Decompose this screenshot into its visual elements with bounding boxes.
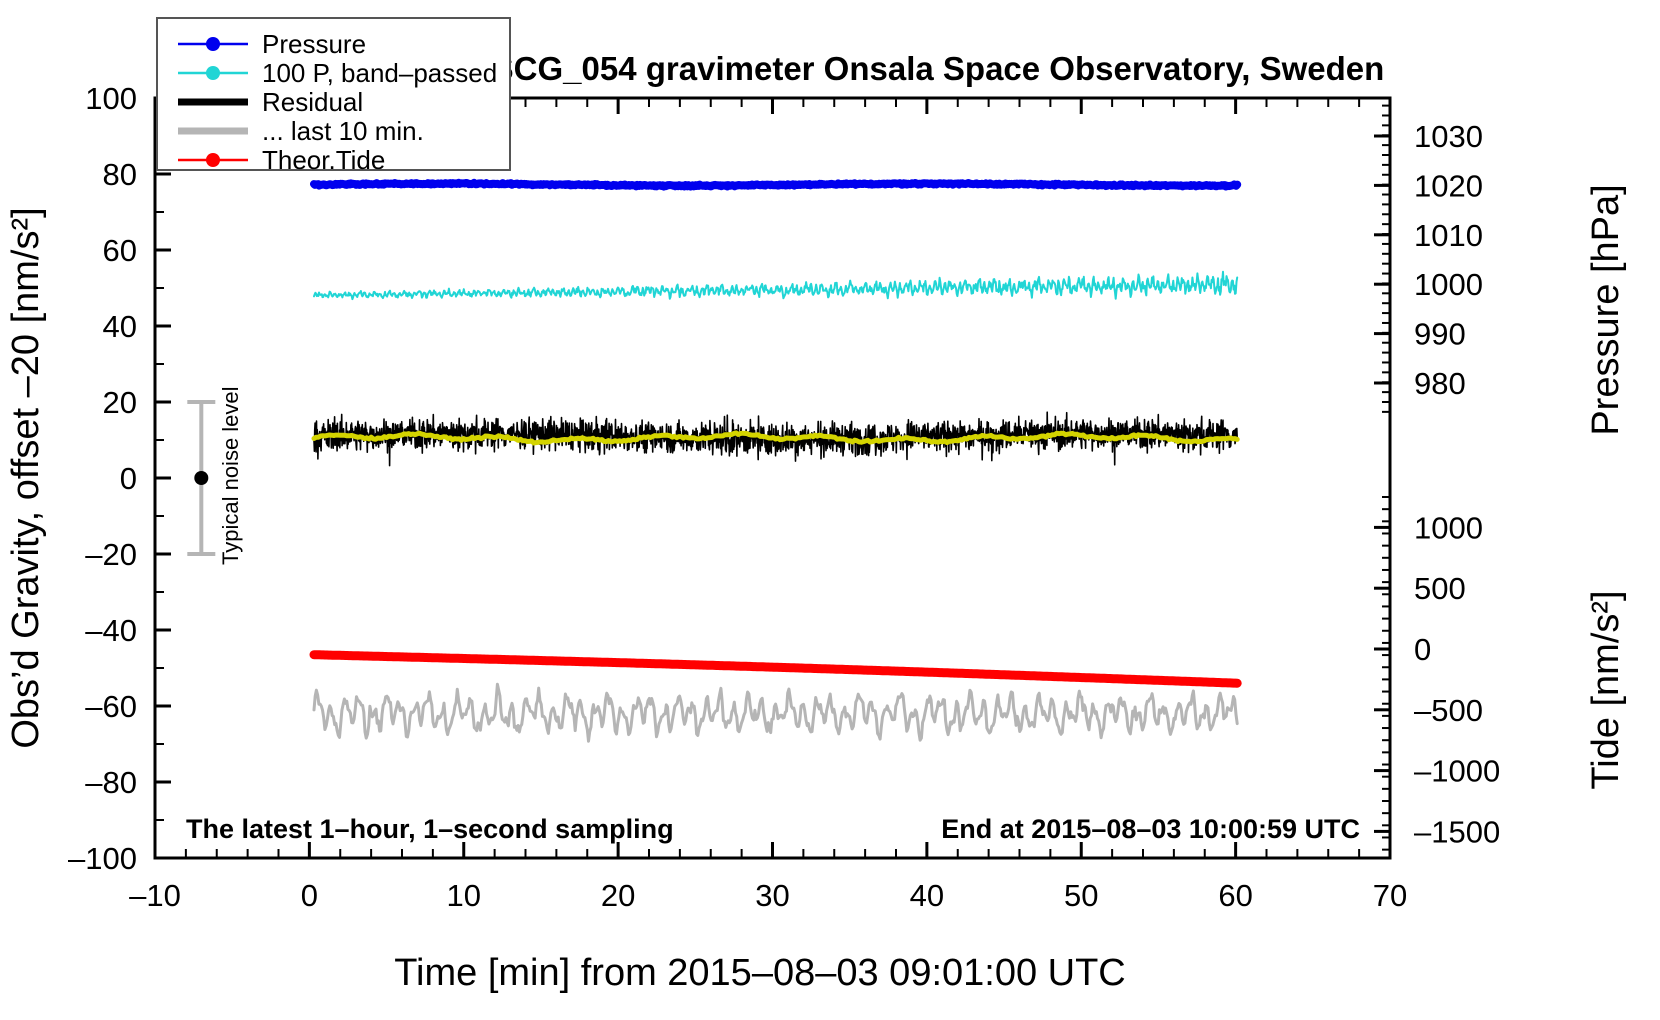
pressure-tick-label: 1020 [1414, 168, 1483, 203]
legend-marker-dot [206, 153, 220, 167]
typical-noise-level-indicator [187, 400, 216, 556]
x-axis-title: Time [min] from 2015–08–03 09:01:00 UTC [394, 952, 1126, 994]
x-axis-ticks: –10 0 10 20 30 40 50 60 70 [129, 98, 1407, 913]
y-tick-label: 100 [85, 81, 137, 116]
y-axis-title: Obs’d Gravity, offset –20 [nm/s²] [5, 207, 47, 748]
y-tick-label: 80 [103, 157, 137, 192]
y-tick-label: –100 [68, 841, 137, 876]
legend-item-label: Residual [262, 87, 363, 117]
legend-item-3[interactable]: ... last 10 min. [178, 116, 424, 146]
x-tick-label: 60 [1218, 878, 1252, 913]
y-tick-label: –60 [85, 689, 137, 724]
trace-bandpassed [313, 270, 1239, 301]
legend-item-4[interactable]: Theor.Tide [178, 145, 385, 175]
trace-theoretical-tide [309, 650, 1242, 688]
sampling-note: The latest 1–hour, 1–second sampling [186, 814, 674, 844]
pressure-tick-label: 1010 [1414, 218, 1483, 253]
tide-tick-label: 500 [1414, 571, 1466, 606]
pressure-tick-label: 980 [1414, 366, 1466, 401]
x-tick-label: 40 [910, 878, 944, 913]
x-tick-label: 30 [755, 878, 789, 913]
y-tick-label: –80 [85, 765, 137, 800]
chart-title: SCG_054 gravimeter Onsala Space Observat… [492, 50, 1385, 87]
y-tick-label: –20 [85, 537, 137, 572]
end-time-note: End at 2015–08–03 10:00:59 UTC [941, 814, 1360, 844]
y-axis-ticks: 100 80 60 40 20 0 –20 –40 –60 –80 –100 [68, 81, 171, 876]
legend-item-label: Theor.Tide [262, 145, 385, 175]
trace-last-10-min [312, 682, 1239, 743]
legend-item-label: 100 P, band–passed [262, 58, 497, 88]
x-tick-label: 50 [1064, 878, 1098, 913]
tide-tick-label: –1000 [1414, 754, 1500, 789]
tide-tick-label: 0 [1414, 632, 1431, 667]
x-tick-label: 0 [301, 878, 318, 913]
trace-residual [313, 411, 1238, 467]
legend-item-1[interactable]: 100 P, band–passed [178, 58, 497, 88]
legend-item-label: ... last 10 min. [262, 116, 424, 146]
pressure-axis-title: Pressure [hPa] [1585, 184, 1627, 435]
tide-axis-ticks: 1000 500 0 –500 –1000 –1500 [1374, 496, 1500, 851]
tide-tick-label: –1500 [1414, 814, 1500, 849]
x-tick-label: 20 [601, 878, 635, 913]
typical-noise-level-label: Typical noise level [218, 386, 243, 565]
y-tick-label: 0 [120, 461, 137, 496]
y-tick-label: 20 [103, 385, 137, 420]
tide-tick-label: –500 [1414, 693, 1483, 728]
y-tick-label: 40 [103, 309, 137, 344]
pressure-tick-label: 1000 [1414, 267, 1483, 302]
legend-marker-dot [206, 66, 220, 80]
x-tick-label: 10 [447, 878, 481, 913]
x-tick-label: –10 [129, 878, 181, 913]
y-tick-label: 60 [103, 233, 137, 268]
pressure-tick-label: 990 [1414, 317, 1466, 352]
legend-item-label: Pressure [262, 29, 366, 59]
legend-marker-dot [206, 37, 220, 51]
trace-smoothed-residual [311, 430, 1240, 446]
data-traces [309, 178, 1242, 743]
pressure-tick-label: 1030 [1414, 119, 1483, 154]
x-tick-label: 70 [1373, 878, 1407, 913]
tide-axis-title: Tide [nm/s²] [1585, 590, 1627, 789]
tide-tick-label: 1000 [1414, 510, 1483, 545]
y-tick-label: –40 [85, 613, 137, 648]
legend-item-2[interactable]: Residual [178, 87, 363, 117]
legend-item-0[interactable]: Pressure [178, 29, 366, 59]
pressure-axis-ticks: 1030 1020 1010 1000 990 980 [1374, 104, 1483, 413]
trace-pressure [310, 178, 1242, 191]
